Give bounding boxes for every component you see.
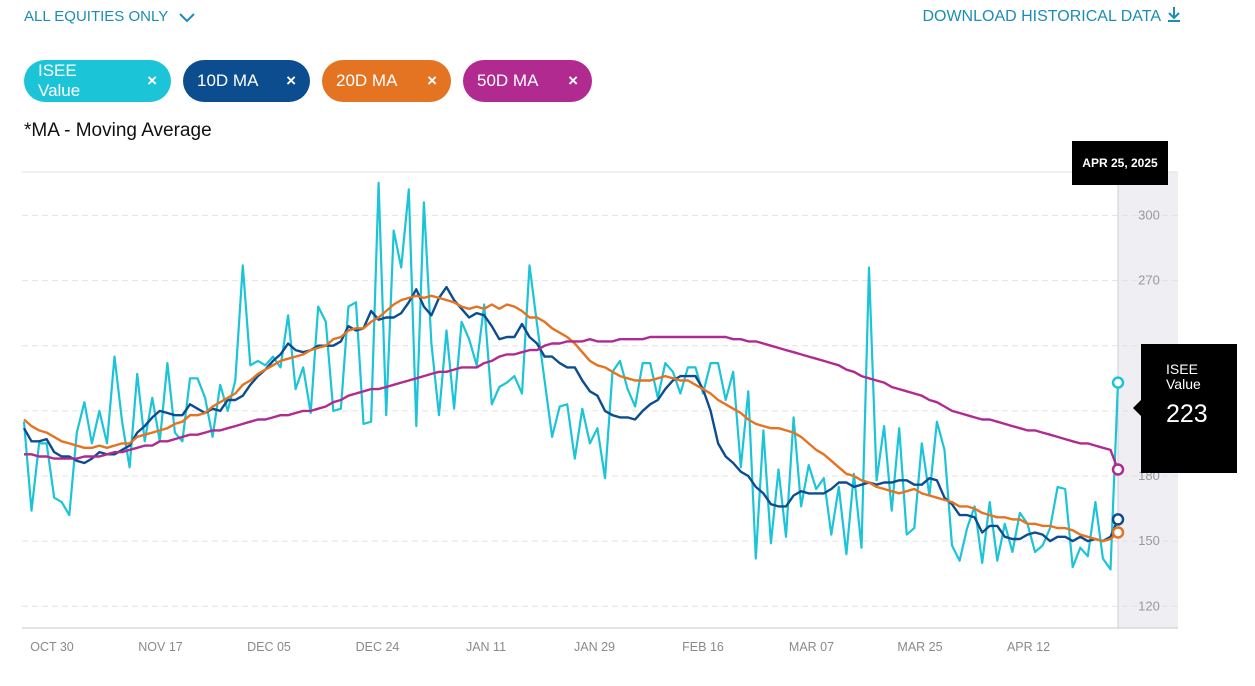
x-tick-label: NOV 17 (138, 640, 183, 654)
series-line-20d-ma[interactable] (23, 294, 1119, 543)
legend-chip-20d-ma[interactable]: 20D MA × (322, 60, 451, 102)
download-label: DOWNLOAD HISTORICAL DATA (922, 7, 1161, 25)
x-tick-label: JAN 29 (574, 640, 615, 654)
x-tick-label: APR 12 (1007, 640, 1050, 654)
x-tick-label: JAN 11 (466, 640, 506, 654)
series-lines[interactable] (22, 181, 1120, 571)
x-tick-label: DEC 24 (356, 640, 400, 654)
marker-10d-ma[interactable] (1111, 513, 1125, 526)
legend-chip-isee-value[interactable]: ISEE Value × (24, 60, 171, 102)
y-tick-label: 120 (1138, 598, 1160, 613)
grid-lines (22, 171, 1178, 607)
series-markers[interactable] (1111, 376, 1125, 539)
x-tick-label: OCT 30 (30, 640, 74, 654)
marker-20d-ma[interactable] (1111, 526, 1125, 539)
series-line-50d-ma[interactable] (24, 335, 1120, 470)
marker-50d-ma[interactable] (1111, 463, 1125, 476)
y-tick-label: 270 (1138, 273, 1160, 288)
x-tick-label: FEB 16 (682, 640, 724, 654)
series-line-isee-value[interactable] (22, 181, 1120, 571)
tooltip-date: APR 25, 2025 (1072, 141, 1168, 185)
x-tick-label: MAR 25 (897, 640, 942, 654)
close-icon[interactable]: × (568, 71, 578, 90)
download-icon (1167, 6, 1181, 27)
download-historical-data-link[interactable]: DOWNLOAD HISTORICAL DATA (922, 6, 1181, 27)
close-icon[interactable]: × (147, 71, 157, 90)
close-icon[interactable]: × (427, 71, 437, 90)
y-tick-label: 150 (1138, 533, 1160, 548)
moving-average-note: *MA - Moving Average (24, 120, 212, 141)
x-tick-label: DEC 05 (247, 640, 291, 654)
chevron-down-icon (178, 11, 196, 23)
x-axis-ticks: OCT 30 NOV 17 DEC 05 DEC 24 JAN 11 JAN 29 FEB … (30, 640, 1050, 654)
legend-chip-label: ISEE Value (38, 61, 81, 100)
tooltip-arrow (1133, 400, 1141, 416)
tooltip-label: ISEE Value (1166, 361, 1201, 392)
x-tick-label: MAR 07 (789, 640, 834, 654)
legend-chips: ISEE Value × 10D MA × 20D MA × 50D MA × (24, 60, 592, 102)
equities-filter-label: ALL EQUITIES ONLY (24, 8, 169, 25)
legend-chip-label: 20D MA (336, 71, 398, 90)
value-tooltip: ISEE Value 223 (1133, 344, 1237, 473)
legend-chip-label: 10D MA (197, 71, 259, 90)
legend-chip-50d-ma[interactable]: 50D MA × (463, 60, 592, 102)
marker-isee-value[interactable] (1111, 376, 1125, 389)
equities-filter-dropdown[interactable]: ALL EQUITIES ONLY (24, 8, 196, 25)
legend-chip-10d-ma[interactable]: 10D MA × (183, 60, 310, 102)
y-tick-label: 300 (1138, 207, 1160, 222)
close-icon[interactable]: × (286, 71, 296, 90)
tooltip-value: 223 (1166, 400, 1208, 428)
legend-chip-label: 50D MA (477, 71, 539, 90)
